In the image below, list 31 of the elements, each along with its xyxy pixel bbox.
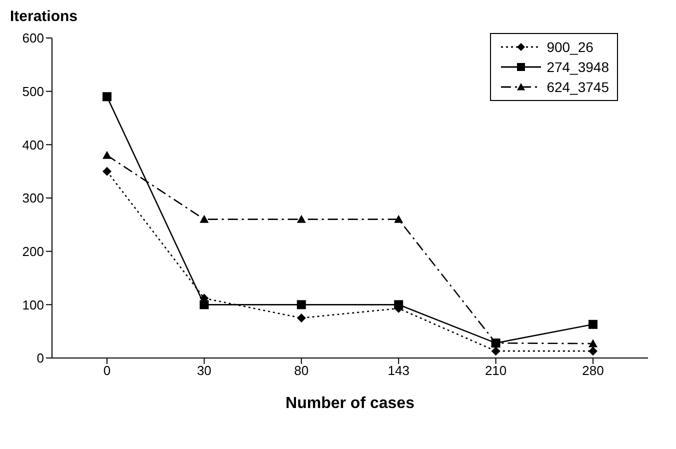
- point: [102, 150, 112, 159]
- point: [588, 346, 598, 356]
- x-tick-label: 280: [582, 363, 604, 378]
- point: [588, 339, 598, 348]
- x-tick-label: 0: [103, 363, 111, 378]
- y-tick-label: 600: [22, 30, 44, 46]
- point: [588, 320, 598, 329]
- y-tick-label: 300: [22, 190, 44, 206]
- x-tick-label: 30: [196, 363, 212, 378]
- point: [296, 300, 306, 310]
- legend-label: 900_26: [546, 39, 594, 55]
- legend-label: 624_3745: [546, 79, 609, 95]
- y-tick-label: 400: [22, 137, 44, 152]
- y-tick-label: 500: [22, 84, 44, 99]
- x-tick-label: 80: [294, 363, 309, 378]
- y-tick-label: 200: [22, 244, 44, 259]
- legend-label: 274_3948: [546, 59, 609, 75]
- point: [200, 214, 209, 223]
- point: [296, 314, 306, 322]
- x-tick-label: 210: [484, 363, 507, 378]
- point: [296, 214, 306, 223]
- x-tick-label: 143: [388, 363, 410, 378]
- x-axis-title: Number of cases: [286, 395, 415, 412]
- point: [102, 166, 112, 176]
- y-tick-label: 100: [22, 297, 44, 312]
- point: [200, 300, 209, 310]
- point: [394, 214, 404, 223]
- y-axis-title: Iterations: [10, 8, 78, 25]
- point: [491, 346, 500, 356]
- point: [102, 92, 112, 102]
- y-tick-label: 0: [36, 350, 44, 366]
